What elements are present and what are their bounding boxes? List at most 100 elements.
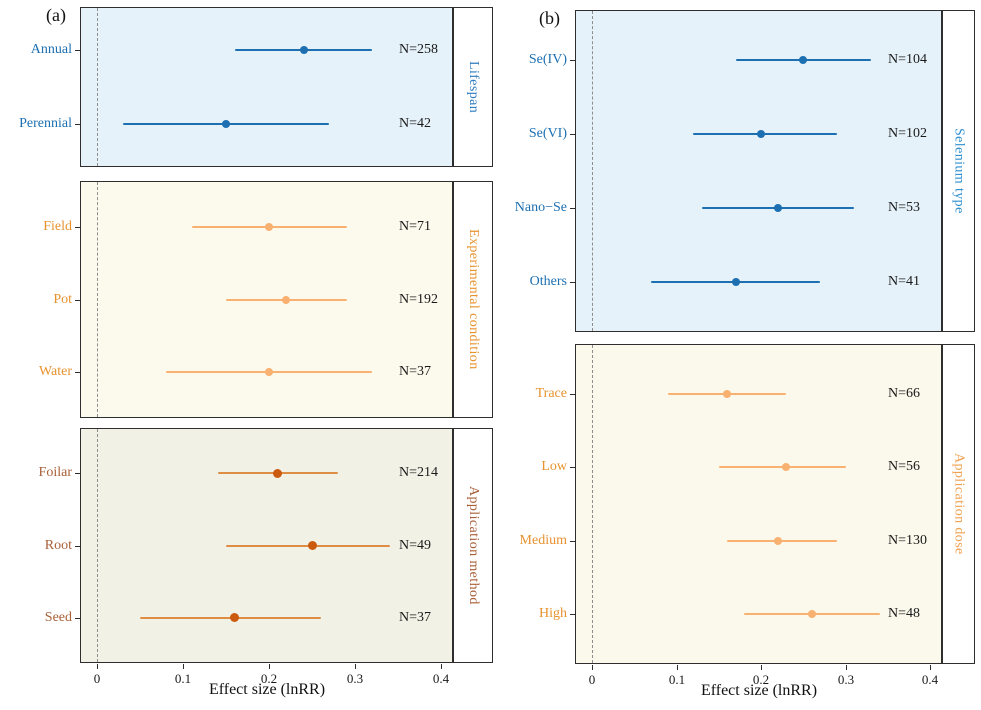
effect-point	[282, 295, 291, 304]
n-count-label: N=102	[888, 126, 928, 141]
category-tick	[75, 50, 80, 51]
category-tick	[570, 60, 575, 61]
category-label: Low	[541, 459, 567, 474]
category-tick	[570, 614, 575, 615]
category-label: Field	[43, 219, 72, 234]
effect-point	[799, 55, 808, 64]
zero-reference-line	[591, 11, 593, 331]
category-tick	[75, 227, 80, 228]
facet-strip-application-dose: Application dose	[943, 344, 975, 664]
x-axis-tick	[761, 665, 762, 670]
category-tick	[75, 300, 80, 301]
x-axis-tick-label: 0.4	[921, 672, 939, 687]
ci-line	[718, 466, 846, 468]
category-tick	[75, 546, 80, 547]
x-axis-tick-label: 0.3	[837, 672, 855, 687]
category-label: Se(IV)	[528, 52, 567, 67]
x-axis-tick-label: 0	[588, 672, 596, 687]
n-count-label: N=41	[888, 274, 921, 289]
x-axis-title-panel-a: Effect size (lnRR)	[208, 681, 326, 698]
category-label: Water	[38, 364, 72, 379]
x-axis-tick	[183, 664, 184, 669]
facet-strip-experimental-condition: Experimental condition	[454, 181, 493, 418]
facet-strip-label: Application method	[466, 486, 481, 605]
x-axis-tick	[846, 665, 847, 670]
effect-point	[774, 536, 783, 545]
n-count-label: N=104	[888, 52, 928, 67]
effect-point	[774, 204, 783, 213]
category-tick	[570, 208, 575, 209]
x-axis-tick-label: 0.1	[668, 672, 686, 687]
x-axis-tick	[592, 665, 593, 670]
effect-point	[723, 389, 732, 398]
ci-line	[727, 540, 838, 542]
zero-reference-line	[97, 182, 99, 417]
facet-strip-lifespan: Lifespan	[454, 7, 493, 167]
n-count-label: N=56	[888, 459, 921, 474]
zero-reference-line	[97, 429, 99, 662]
x-axis-tick-label: 0.4	[432, 671, 450, 686]
facet-strip-label: Experimental condition	[466, 229, 481, 370]
n-count-label: N=37	[399, 364, 432, 379]
category-label: Root	[44, 538, 72, 553]
x-axis-tick	[441, 664, 442, 669]
x-axis-tick	[269, 664, 270, 669]
n-count-label: N=192	[399, 292, 439, 307]
category-tick	[75, 618, 80, 619]
category-label: Seed	[44, 610, 72, 625]
x-axis-tick-label: 0.3	[346, 671, 364, 686]
n-count-label: N=71	[399, 219, 432, 234]
x-axis-tick-label: 0.2	[752, 672, 770, 687]
category-tick	[75, 372, 80, 373]
n-count-label: N=258	[399, 42, 439, 57]
n-count-label: N=49	[399, 538, 432, 553]
zero-reference-line	[591, 345, 593, 663]
category-label: Pot	[53, 292, 72, 307]
x-axis-tick	[930, 665, 931, 670]
category-label: Annual	[30, 42, 72, 57]
effect-point	[307, 541, 317, 550]
category-label: Trace	[535, 386, 567, 401]
facet-selenium-type	[575, 10, 943, 332]
category-label: Perennial	[19, 116, 72, 131]
x-axis-tick	[97, 664, 98, 669]
facet-strip-application-method: Application method	[454, 428, 493, 663]
panel-b-label: (b)	[539, 8, 560, 28]
effect-point	[807, 610, 816, 619]
category-label: Nano−Se	[514, 200, 567, 215]
x-axis-title-panel-b: Effect size (lnRR)	[700, 682, 818, 699]
category-tick	[75, 124, 80, 125]
panel-a-label: (a)	[46, 5, 66, 25]
x-axis-tick-label: 0.2	[260, 671, 278, 686]
effect-point	[782, 463, 791, 472]
ci-line	[693, 133, 838, 135]
effect-point	[757, 129, 766, 138]
category-label: Foilar	[38, 465, 72, 480]
n-count-label: N=66	[888, 386, 921, 401]
x-axis-tick-label: 0	[93, 671, 101, 686]
category-label: Se(VI)	[528, 126, 567, 141]
category-tick	[75, 473, 80, 474]
effect-point	[299, 46, 308, 55]
facet-strip-label: Lifespan	[466, 60, 481, 114]
n-count-label: N=53	[888, 200, 921, 215]
x-axis-tick	[677, 665, 678, 670]
effect-point	[273, 468, 283, 478]
n-count-label: N=130	[888, 533, 928, 548]
category-tick	[570, 282, 575, 283]
facet-strip-label: Application dose	[951, 453, 967, 555]
n-count-label: N=214	[399, 465, 439, 480]
effect-point	[731, 278, 740, 287]
category-tick	[570, 467, 575, 468]
x-axis-tick-label: 0.1	[174, 671, 192, 686]
facet-strip-selenium-type: Selenium type	[943, 10, 975, 332]
category-tick	[570, 394, 575, 395]
effect-point	[222, 119, 231, 128]
zero-reference-line	[97, 8, 99, 166]
n-count-label: N=42	[399, 116, 432, 131]
effect-point	[230, 613, 240, 623]
n-count-label: N=48	[888, 606, 921, 621]
x-axis-tick	[355, 664, 356, 669]
n-count-label: N=37	[399, 610, 432, 625]
